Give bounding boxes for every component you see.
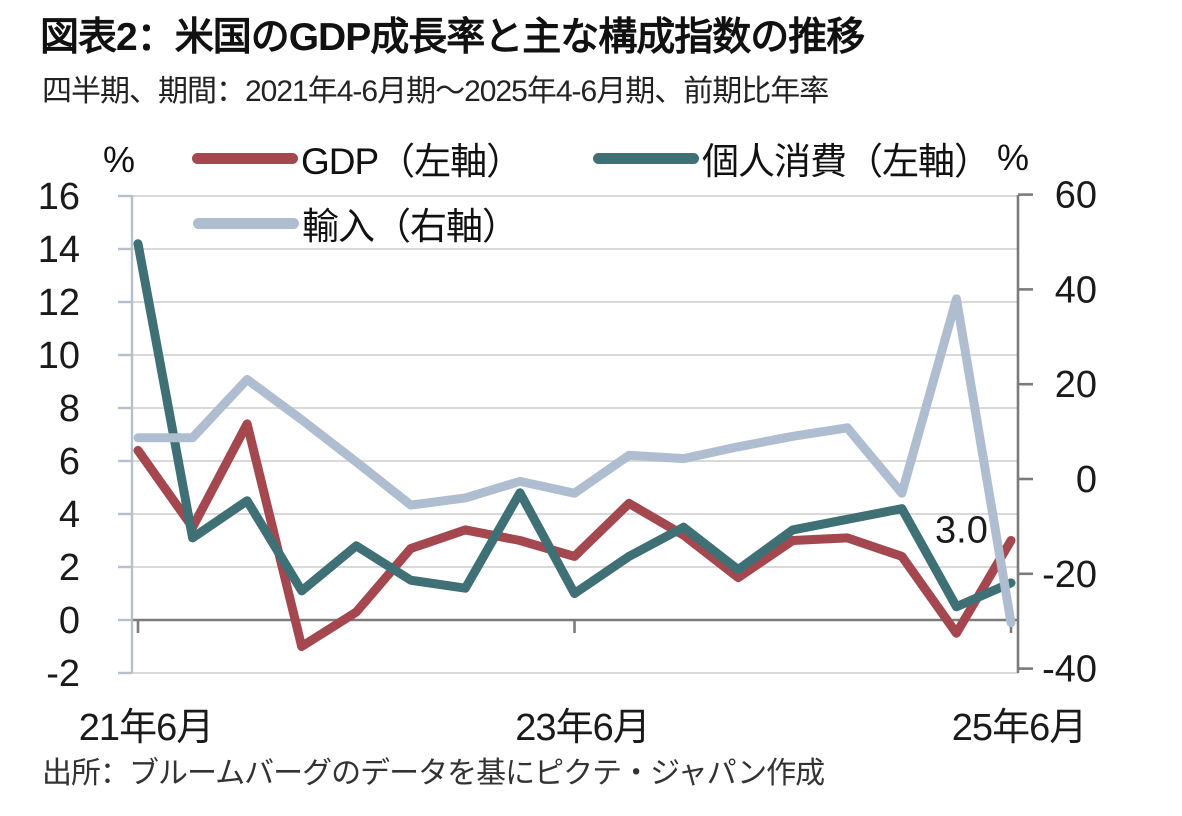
imports-line [133, 294, 1016, 628]
left-axis-tick-label: 12 [38, 282, 80, 324]
page-title: 図表2：米国のGDP成長率と主な構成指数の推移 [40, 16, 865, 59]
gdp-value-annotation: 3.0 [935, 510, 988, 552]
right-axis-tick-label: 60 [1055, 175, 1097, 217]
right-axis-unit-label: % [997, 137, 1030, 178]
consumption-legend-swatch [593, 152, 699, 164]
left-axis-tick-label: 10 [38, 335, 80, 377]
right-axis-tick-label: 20 [1055, 364, 1097, 406]
left-axis-tick-label: 8 [59, 388, 80, 430]
x-axis-label: 21年6月 [79, 707, 213, 749]
left-axis-tick-label: 14 [38, 229, 80, 271]
imports-legend-label: 輸入（右軸） [302, 206, 519, 247]
left-axis-unit-label: % [103, 139, 136, 180]
left-axis-tick-label: 4 [59, 494, 80, 536]
legend-item-consumption: 個人消費（左軸） [593, 136, 991, 182]
legend-item-gdp: GDP（左軸） [192, 136, 523, 182]
left-axis-tick-label: 6 [59, 441, 80, 483]
consumption-legend-label: 個人消費（左軸） [702, 141, 991, 182]
imports-legend-swatch [193, 217, 299, 229]
left-axis-tick-label: 2 [59, 547, 80, 589]
x-axis-label: 25年6月 [952, 707, 1086, 749]
left-axis-tick-label: 0 [59, 600, 80, 642]
right-axis-tick-label: -20 [1042, 554, 1097, 596]
x-axis-label: 23年6月 [515, 707, 649, 749]
left-axis-tick-label: 16 [38, 176, 80, 218]
gdp-legend-label: GDP（左軸） [301, 141, 523, 182]
consumption-line [133, 239, 1016, 612]
source-note: 出所：ブルームバーグのデータを基にピクテ・ジャパン作成 [42, 757, 825, 790]
right-axis-tick-label: 0 [1076, 459, 1097, 501]
page-subtitle: 四半期、期間：2021年4-6月期～2025年4-6月期、前期比年率 [42, 75, 829, 108]
right-axis-tick-label: 40 [1055, 269, 1097, 311]
left-axis-tick-label: -2 [46, 653, 80, 695]
legend-item-imports: 輸入（右軸） [193, 201, 519, 247]
gdp-line [133, 419, 1016, 651]
gdp-legend-swatch [192, 152, 298, 164]
right-axis-tick-label: -40 [1042, 649, 1097, 691]
